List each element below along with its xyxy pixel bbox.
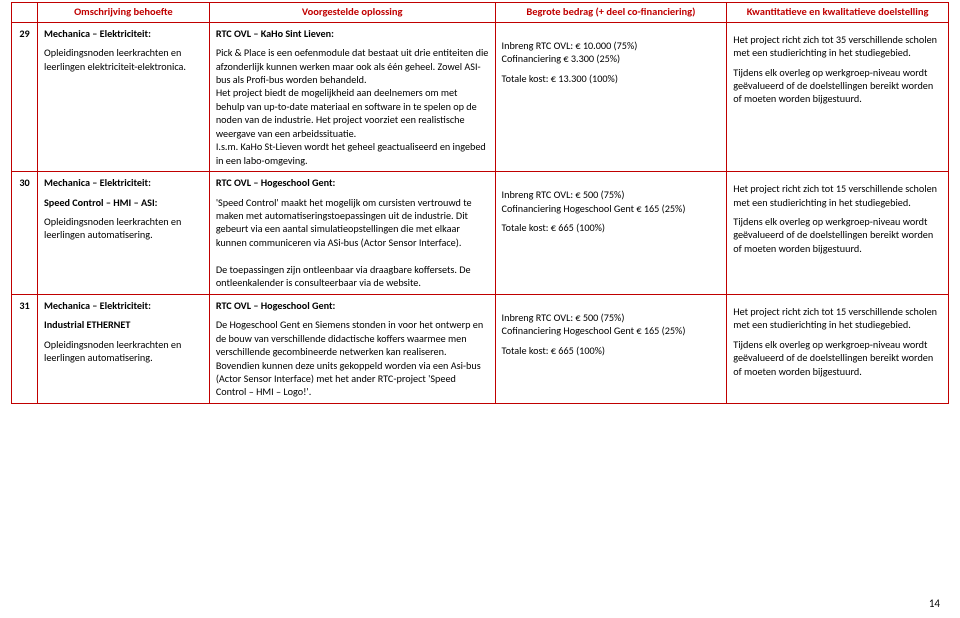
need-cell: Mechanica – Elektriciteit: Industrial ET… (37, 294, 209, 403)
need-subtitle: Speed Control – HMI – ASI: (44, 196, 203, 209)
need-body: Opleidingsnoden leerkrachten en leerling… (44, 338, 203, 365)
solution-title: RTC OVL – Hogeschool Gent: (216, 176, 489, 189)
budget-line: Totale kost: € 13.300 (100%) (502, 72, 721, 85)
header-row: Omschrijving behoefte Voorgestelde oplos… (12, 3, 949, 23)
header-budget: Begrote bedrag (+ deel co-financiering) (495, 3, 727, 23)
need-title: Mechanica – Elektriciteit: (44, 176, 203, 189)
header-need: Omschrijving behoefte (37, 3, 209, 23)
goal-text: Het project richt zich tot 15 verschille… (733, 182, 942, 209)
row-number: 29 (12, 22, 38, 172)
solution-cell: RTC OVL – Hogeschool Gent: 'Speed Contro… (209, 172, 495, 295)
need-title: Mechanica – Elektriciteit: (44, 27, 203, 40)
budget-cell: Inbreng RTC OVL: € 10.000 (75%) Cofinanc… (495, 22, 727, 172)
solution-body: 'Speed Control' maakt het mogelijk om cu… (216, 196, 489, 290)
solution-cell: RTC OVL – Hogeschool Gent: De Hogeschool… (209, 294, 495, 403)
budget-line: Totale kost: € 665 (100%) (502, 344, 721, 357)
table-row: 30 Mechanica – Elektriciteit: Speed Cont… (12, 172, 949, 295)
goal-text: Tijdens elk overleg op werkgroep-niveau … (733, 66, 942, 106)
goal-text: Tijdens elk overleg op werkgroep-niveau … (733, 215, 942, 255)
page-number: 14 (929, 597, 940, 610)
goal-text: Tijdens elk overleg op werkgroep-niveau … (733, 338, 942, 378)
solution-title: RTC OVL – Hogeschool Gent: (216, 299, 489, 312)
budget-line: Cofinanciering Hogeschool Gent € 165 (25… (502, 202, 721, 215)
budget-cell: Inbreng RTC OVL: € 500 (75%) Cofinancier… (495, 172, 727, 295)
solution-body: De Hogeschool Gent en Siemens stonden in… (216, 318, 489, 399)
budget-line: Inbreng RTC OVL: € 10.000 (75%) (502, 39, 721, 52)
goal-text: Het project richt zich tot 15 verschille… (733, 305, 942, 332)
budget-line: Cofinanciering Hogeschool Gent € 165 (25… (502, 324, 721, 337)
budget-line: Inbreng RTC OVL: € 500 (75%) (502, 188, 721, 201)
goal-cell: Het project richt zich tot 15 verschille… (727, 294, 949, 403)
need-body: Opleidingsnoden leerkrachten en leerling… (44, 46, 203, 73)
solution-cell: RTC OVL – KaHo Sint Lieven: Pick & Place… (209, 22, 495, 172)
solution-title: RTC OVL – KaHo Sint Lieven: (216, 27, 489, 40)
need-cell: Mechanica – Elektriciteit: Speed Control… (37, 172, 209, 295)
goal-cell: Het project richt zich tot 35 verschille… (727, 22, 949, 172)
header-solution: Voorgestelde oplossing (209, 3, 495, 23)
row-number: 30 (12, 172, 38, 295)
goal-text: Het project richt zich tot 35 verschille… (733, 33, 942, 60)
table-row: 29 Mechanica – Elektriciteit: Opleidings… (12, 22, 949, 172)
budget-line: Inbreng RTC OVL: € 500 (75%) (502, 311, 721, 324)
header-num (12, 3, 38, 23)
budget-line: Cofinanciering € 3.300 (25%) (502, 52, 721, 65)
project-table: Omschrijving behoefte Voorgestelde oplos… (11, 2, 949, 404)
budget-cell: Inbreng RTC OVL: € 500 (75%) Cofinancier… (495, 294, 727, 403)
goal-cell: Het project richt zich tot 15 verschille… (727, 172, 949, 295)
budget-line: Totale kost: € 665 (100%) (502, 221, 721, 234)
need-cell: Mechanica – Elektriciteit: Opleidingsnod… (37, 22, 209, 172)
need-subtitle: Industrial ETHERNET (44, 318, 203, 331)
header-goal: Kwantitatieve en kwalitatieve doelstelli… (727, 3, 949, 23)
table-row: 31 Mechanica – Elektriciteit: Industrial… (12, 294, 949, 403)
table-body: 29 Mechanica – Elektriciteit: Opleidings… (12, 22, 949, 403)
row-number: 31 (12, 294, 38, 403)
solution-body: Pick & Place is een oefenmodule dat best… (216, 46, 489, 167)
need-body: Opleidingsnoden leerkrachten en leerling… (44, 215, 203, 242)
need-title: Mechanica – Elektriciteit: (44, 299, 203, 312)
